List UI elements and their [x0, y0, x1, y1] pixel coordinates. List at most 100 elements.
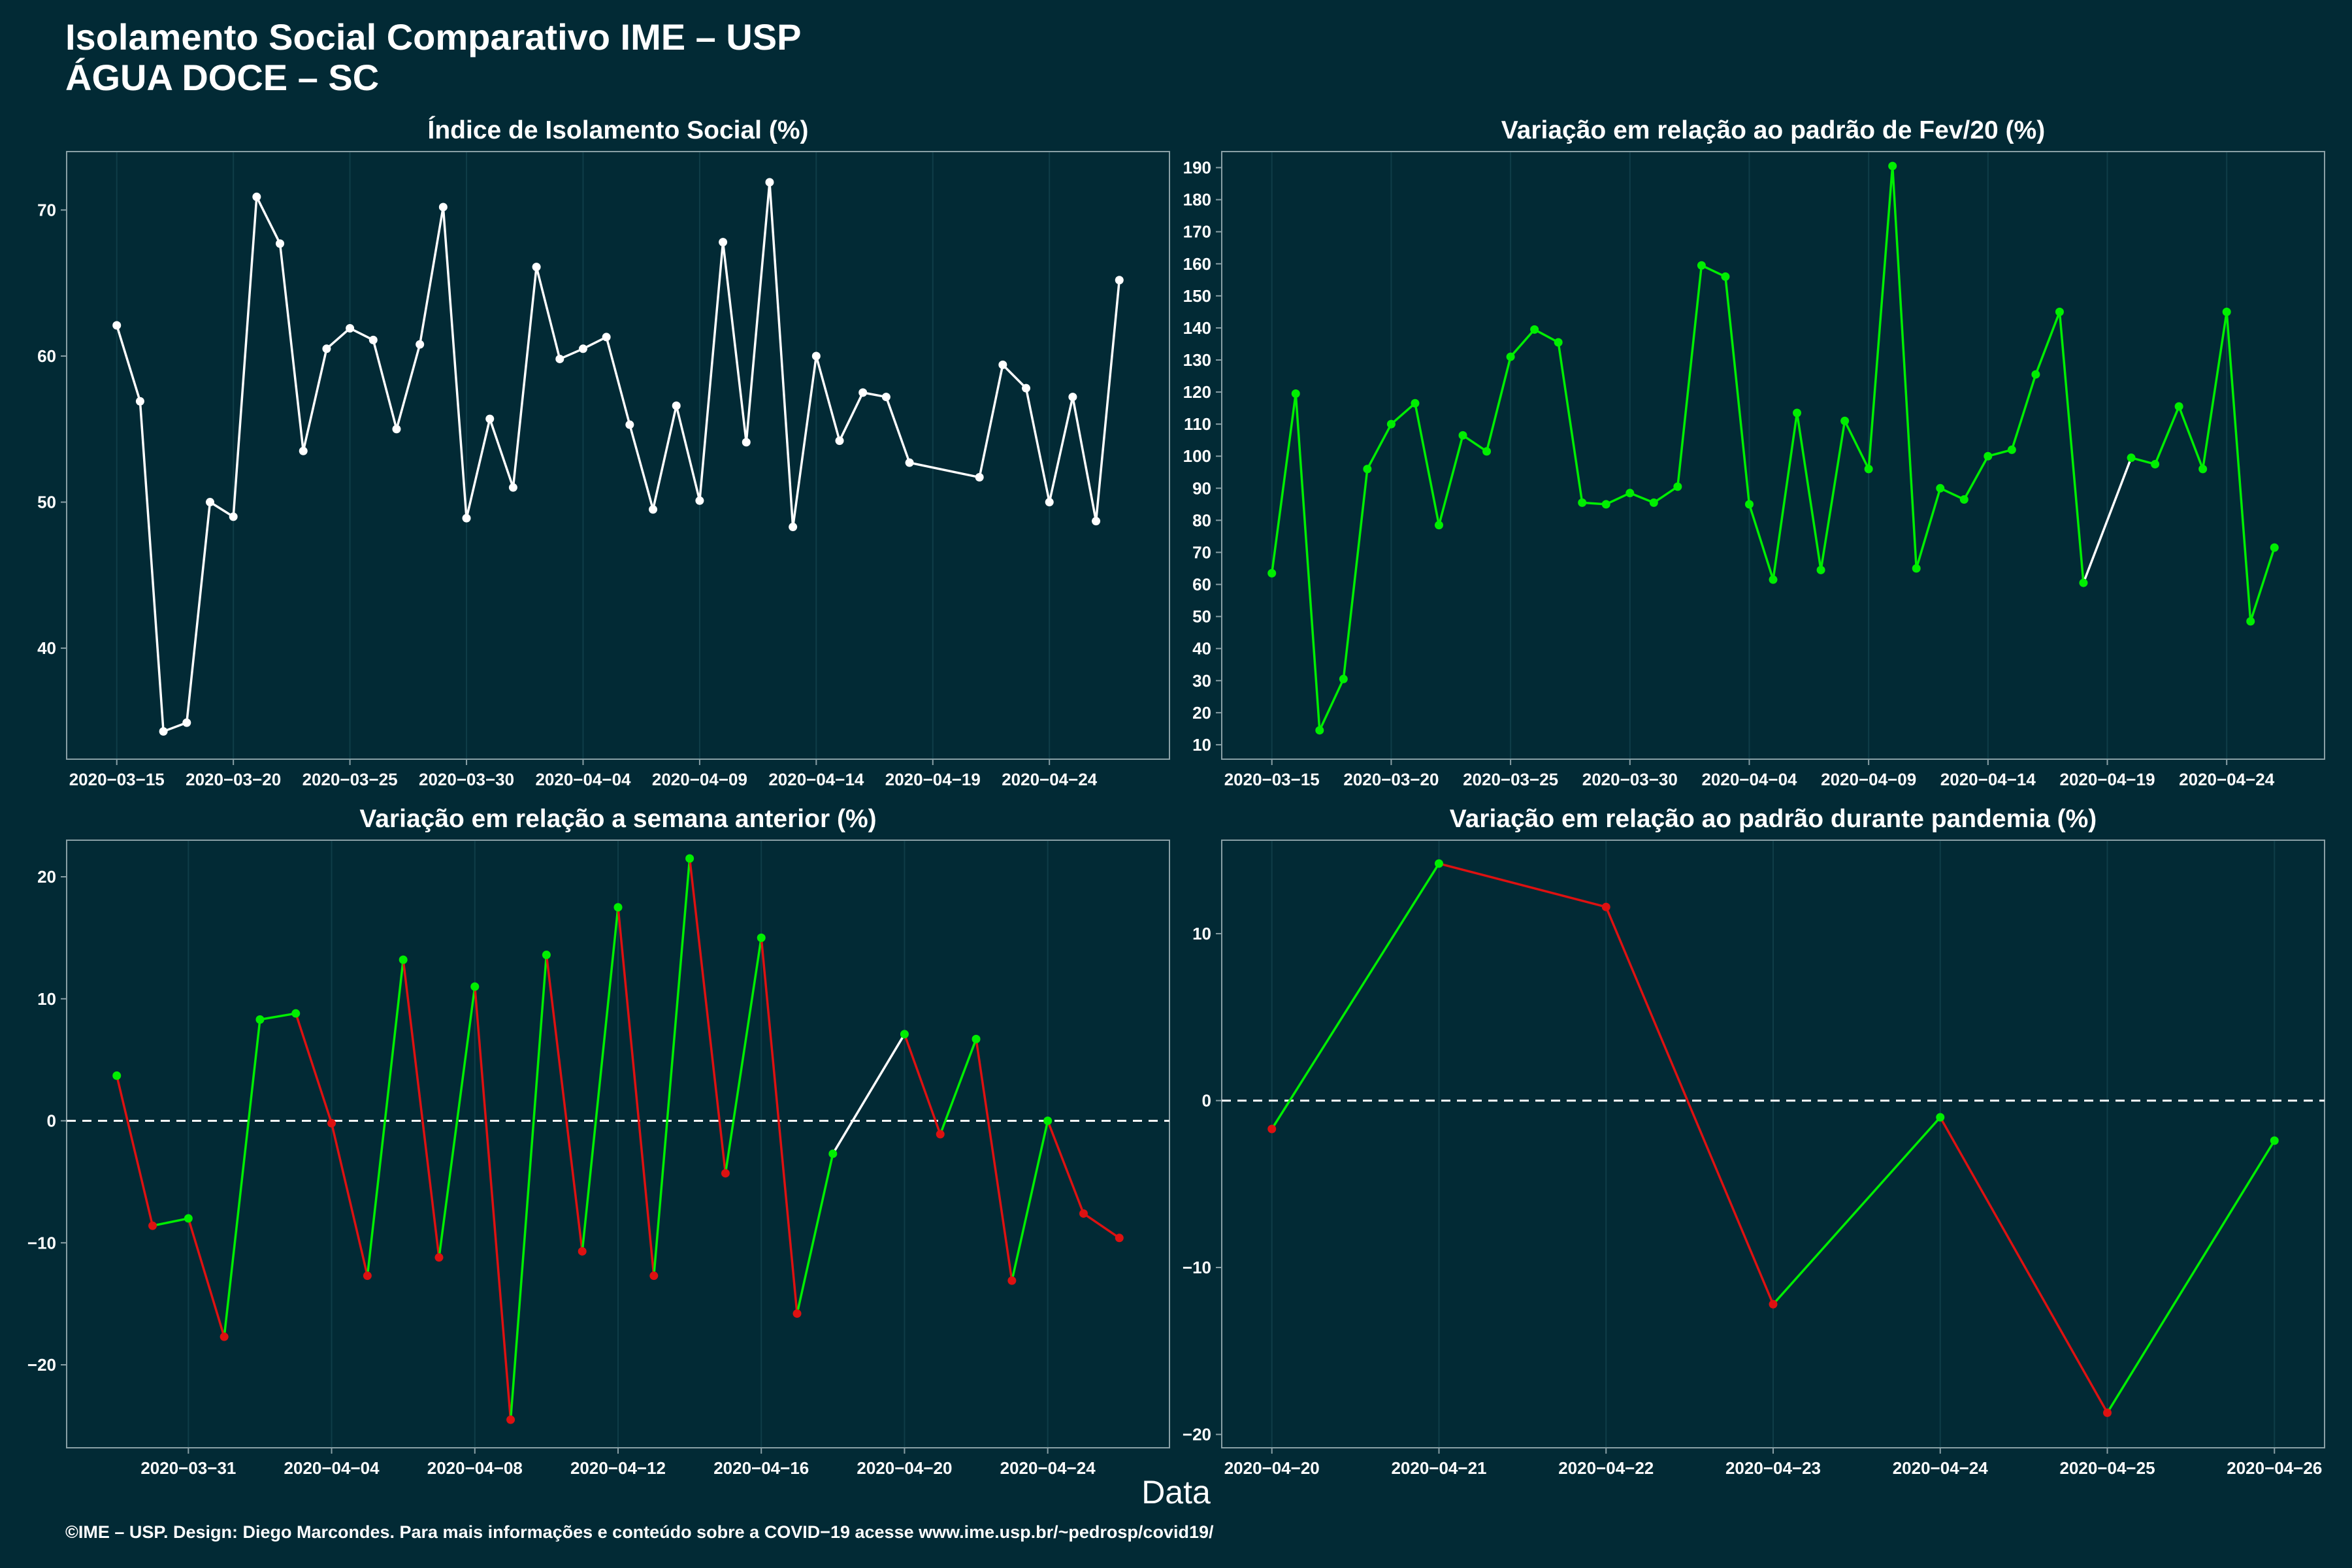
- data-point: [532, 263, 541, 272]
- y-tick-label: 140: [1183, 318, 1211, 338]
- series-segment: [1772, 412, 1799, 580]
- series-segment: [1748, 504, 1774, 580]
- data-point: [2222, 307, 2231, 316]
- data-point: [1721, 272, 1730, 281]
- data-point: [1936, 1113, 1945, 1122]
- series-segment: [838, 392, 864, 442]
- series-segment: [1963, 455, 1989, 500]
- series-segment: [885, 396, 911, 463]
- data-point: [462, 514, 471, 523]
- x-tick-label: 2020−03−31: [140, 1458, 236, 1478]
- data-point: [2007, 445, 2016, 454]
- series-segment: [1701, 264, 1726, 278]
- x-tick-label: 2020−04−16: [713, 1458, 809, 1478]
- data-point: [470, 982, 480, 991]
- data-point: [135, 397, 144, 406]
- y-tick-label: −20: [27, 1355, 56, 1375]
- data-point: [508, 483, 517, 492]
- data-point: [2270, 1136, 2279, 1145]
- data-point: [1744, 500, 1754, 509]
- y-tick-label: 60: [37, 346, 56, 366]
- x-tick-label: 2020−04−19: [885, 770, 981, 789]
- x-tick-label: 2020−03−20: [186, 770, 281, 789]
- x-tick-label: 2020−04−20: [857, 1458, 952, 1478]
- y-tick-label: 150: [1183, 286, 1211, 306]
- series-segment: [760, 938, 798, 1314]
- data-point: [1793, 408, 1802, 417]
- main-title-line2: ÁGUA DOCE – SC: [65, 57, 380, 98]
- series-segment: [152, 1217, 189, 1227]
- data-point: [1339, 674, 1348, 683]
- series-segment: [2106, 1139, 2276, 1414]
- series-segment: [2225, 312, 2252, 622]
- series-segment: [442, 206, 468, 519]
- data-point: [1115, 1233, 1124, 1243]
- series-segment: [1820, 420, 1846, 570]
- y-tick-label: 20: [1192, 703, 1211, 723]
- series-segment: [2153, 406, 2180, 465]
- y-tick-label: 170: [1183, 222, 1211, 242]
- x-tick-label: 2020−04−25: [2059, 1458, 2155, 1478]
- y-tick-label: 90: [1192, 478, 1211, 498]
- panel-4: Variação em relação ao padrão durante pa…: [1183, 805, 2325, 1478]
- data-point: [1068, 393, 1077, 402]
- data-point: [765, 178, 774, 187]
- series-segment: [325, 327, 351, 350]
- series-segment: [295, 1013, 333, 1124]
- data-point: [1434, 859, 1443, 868]
- x-tick-label: 2020−04−14: [768, 770, 864, 789]
- series-segment: [1605, 492, 1631, 506]
- panel-title: Variação em relação ao padrão de Fev/20 …: [1501, 116, 2045, 144]
- data-point: [811, 351, 821, 361]
- y-tick-label: 40: [37, 638, 56, 658]
- series-segment: [545, 955, 583, 1252]
- data-point: [672, 401, 681, 410]
- data-point: [1601, 500, 1610, 509]
- series-segment: [975, 1039, 1013, 1281]
- series-segment: [1557, 342, 1584, 503]
- data-point: [1984, 451, 1993, 461]
- series-segment: [1437, 434, 1464, 526]
- data-point: [205, 498, 214, 507]
- series-segment: [438, 986, 476, 1258]
- x-tick-label: 2020−04−09: [1821, 770, 1916, 789]
- data-point: [972, 1034, 981, 1043]
- data-point: [2174, 402, 2183, 411]
- y-tick-label: 50: [1192, 607, 1211, 627]
- y-tick-label: 180: [1183, 190, 1211, 210]
- data-point: [1411, 399, 1420, 408]
- data-point: [625, 420, 634, 429]
- series-segment: [1294, 393, 1321, 730]
- y-tick-label: 40: [1192, 639, 1211, 659]
- series-segment: [1083, 1212, 1120, 1239]
- data-point: [1115, 276, 1124, 285]
- data-point: [757, 933, 766, 942]
- data-point: [1506, 352, 1515, 361]
- series-segment: [512, 267, 538, 488]
- panel-title: Variação em relação ao padrão durante pa…: [1450, 805, 2097, 833]
- data-point: [438, 203, 448, 212]
- data-point: [1554, 338, 1563, 347]
- series-segment: [1533, 328, 1559, 344]
- x-tick-label: 2020−04−24: [1000, 1458, 1096, 1478]
- y-tick-label: 70: [1192, 542, 1211, 562]
- series-segment: [232, 197, 258, 517]
- data-point: [159, 727, 168, 736]
- footer-credit: ©IME – USP. Design: Diego Marcondes. Par…: [65, 1522, 1214, 1542]
- series-segment: [1414, 402, 1441, 526]
- data-point: [2031, 370, 2040, 379]
- series-segment: [1509, 329, 1535, 358]
- panel-border: [66, 840, 1170, 1448]
- x-tick-label: 2020−03−30: [1582, 770, 1678, 789]
- series-segment: [535, 267, 561, 359]
- data-point: [1458, 431, 1467, 440]
- data-point: [2055, 307, 2064, 316]
- data-point: [881, 393, 890, 402]
- series-segment: [1439, 862, 1607, 908]
- x-tick-label: 2020−04−21: [1391, 1458, 1486, 1478]
- series-segment: [581, 907, 619, 1252]
- x-tick-label: 2020−04−23: [1725, 1458, 1821, 1478]
- panel-1: Índice de Isolamento Social (%) 2020−03−1…: [37, 116, 1170, 789]
- data-point: [182, 718, 191, 727]
